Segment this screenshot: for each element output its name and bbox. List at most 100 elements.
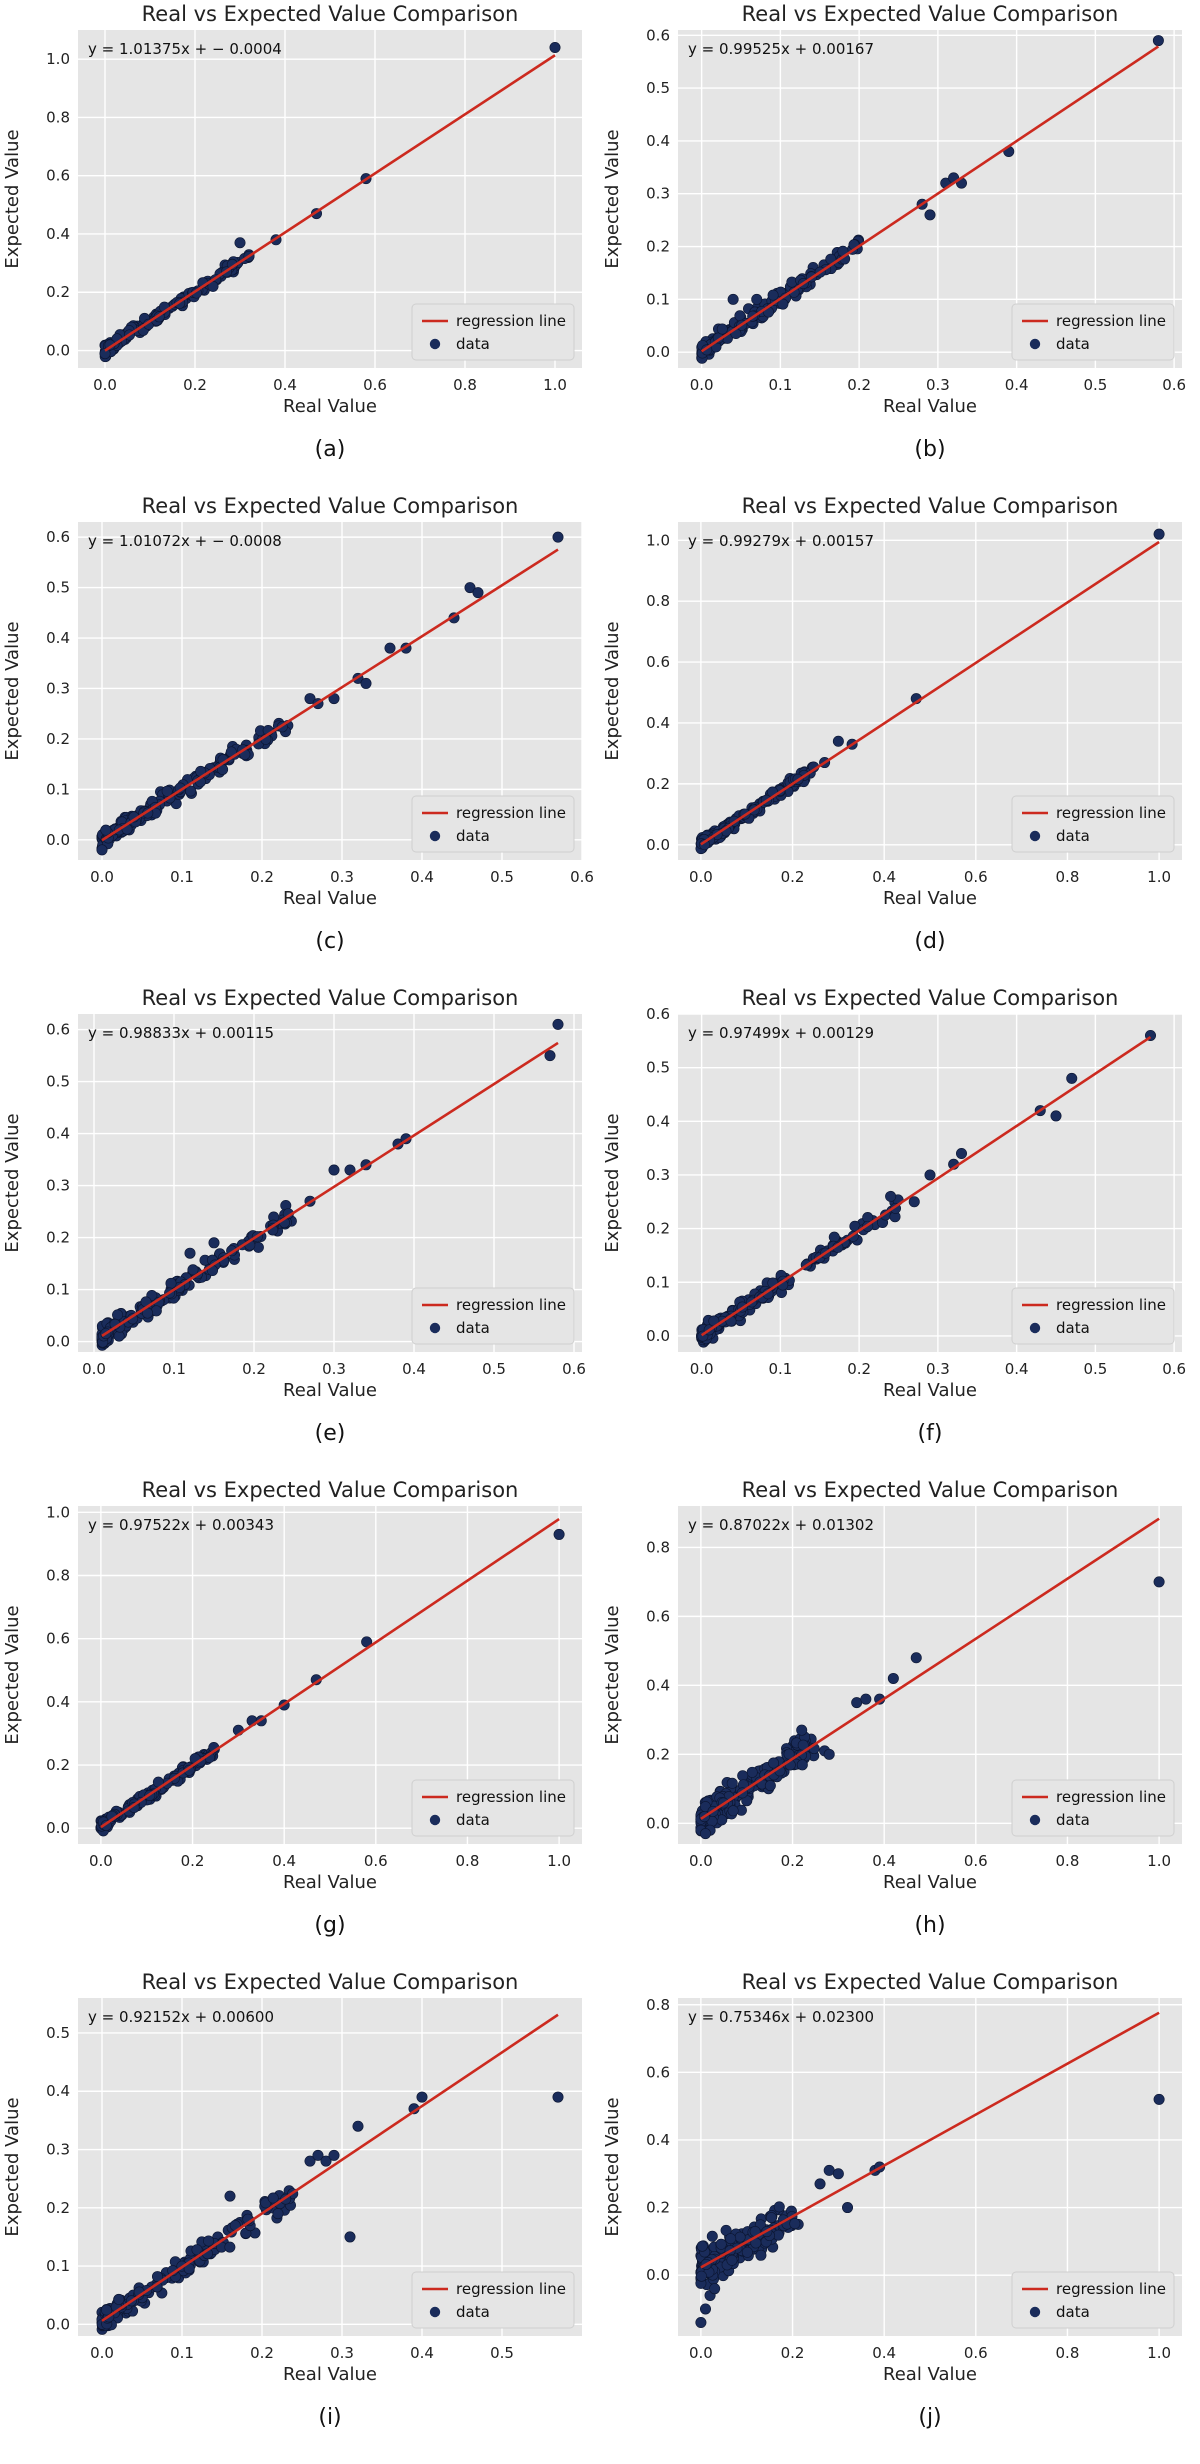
x-tick-label: 0.0 [689, 2344, 713, 2362]
legend-label-data: data [1056, 1319, 1090, 1337]
data-point [726, 2254, 738, 2266]
x-axis-label: Real Value [883, 396, 977, 417]
data-point [185, 785, 197, 797]
y-tick-label: 0.8 [646, 1538, 670, 1556]
data-point [737, 1770, 749, 1782]
x-tick-label: 0.8 [1056, 2344, 1080, 2362]
x-tick-label: 0.0 [689, 1852, 713, 1870]
y-tick-label: 0.0 [46, 1819, 70, 1837]
data-point [727, 293, 739, 305]
legend: regression line data [1011, 2271, 1175, 2329]
data-point [720, 2224, 732, 2236]
x-axis-label: Real Value [283, 396, 377, 417]
data-point [96, 844, 108, 856]
x-tick-label: 0.5 [482, 1360, 506, 1378]
data-point [773, 2201, 785, 2213]
y-tick-label: 0.4 [646, 1676, 670, 1694]
x-tick-label: 0.4 [872, 868, 896, 886]
legend-point-swatch [429, 338, 441, 350]
x-tick-label: 1.0 [1147, 2344, 1171, 2362]
y-tick-label: 0.6 [646, 2063, 670, 2081]
y-tick-label: 0.3 [646, 1166, 670, 1184]
data-point [796, 1724, 808, 1736]
y-axis-label: Expected Value [2, 621, 23, 760]
y-tick-label: 0.0 [46, 342, 70, 360]
y-tick-label: 0.0 [646, 1327, 670, 1345]
data-point [734, 2231, 746, 2243]
legend-point-swatch [1029, 2306, 1041, 2318]
x-tick-label: 0.6 [964, 1852, 988, 1870]
data-point [716, 323, 728, 335]
x-tick-label: 0.6 [562, 1360, 586, 1378]
data-point [715, 2238, 727, 2250]
y-tick-label: 0.6 [646, 1005, 670, 1023]
data-point [267, 2192, 279, 2204]
x-tick-label: 0.4 [1005, 1360, 1029, 1378]
x-tick-label: 0.0 [90, 868, 114, 886]
chart-title: Real vs Expected Value Comparison [742, 986, 1119, 1010]
subfigure-caption: (e) [315, 1421, 346, 1446]
data-point [777, 298, 789, 310]
x-tick-label: 0.2 [847, 376, 871, 394]
x-tick-label: 0.1 [768, 1360, 792, 1378]
chart-panel-f: Real vs Expected Value Comparison 0.0 0.1 0… [600, 984, 1200, 1476]
data-point [851, 1697, 863, 1709]
y-tick-label: 0.5 [46, 2024, 70, 2042]
y-tick-label: 0.3 [646, 185, 670, 203]
legend-label-line: regression line [456, 1296, 566, 1314]
regression-line [700, 1517, 1160, 1820]
subfigure-caption: (d) [914, 929, 945, 954]
y-tick-label: 0.6 [46, 1630, 70, 1648]
data-point [552, 1018, 564, 1030]
x-tick-label: 0.6 [364, 1852, 388, 1870]
y-tick-label: 0.5 [646, 1059, 670, 1077]
data-point [695, 2316, 707, 2328]
data-point [741, 2246, 753, 2258]
legend: regression line data [1011, 1779, 1175, 1837]
y-tick-label: 0.8 [646, 1996, 670, 2014]
y-tick-label: 0.6 [646, 26, 670, 44]
data-point [1153, 2093, 1165, 2105]
y-tick-label: 0.2 [46, 730, 70, 748]
regression-equation: y = 0.99279x + 0.00157 [688, 532, 874, 550]
data-point [203, 2235, 215, 2247]
x-tick-label: 0.2 [250, 868, 274, 886]
x-tick-label: 0.4 [1005, 376, 1029, 394]
data-point [908, 1196, 920, 1208]
data-point [860, 1693, 872, 1705]
y-tick-label: 0.0 [46, 831, 70, 849]
data-point [234, 237, 246, 249]
x-tick-label: 0.0 [690, 376, 714, 394]
data-point [100, 824, 112, 836]
legend-label-data: data [456, 335, 490, 353]
chart-panel-j: Real vs Expected Value Comparison 0.0 0.2 0… [600, 1968, 1200, 2460]
x-tick-label: 0.2 [183, 376, 207, 394]
chart-title: Real vs Expected Value Comparison [742, 494, 1119, 518]
data-point [832, 2168, 844, 2180]
x-tick-label: 1.0 [1147, 868, 1171, 886]
x-tick-label: 0.1 [162, 1360, 186, 1378]
y-tick-label: 1.0 [46, 50, 70, 68]
x-tick-label: 0.0 [90, 2344, 114, 2362]
regression-line [100, 1517, 560, 1829]
legend-point-swatch [429, 1322, 441, 1334]
y-tick-label: 0.2 [646, 775, 670, 793]
legend-label-line: regression line [1056, 1788, 1166, 1806]
y-tick-label: 1.0 [46, 1503, 70, 1521]
legend: regression line data [411, 303, 575, 361]
y-axis-label: Expected Value [602, 2097, 623, 2236]
chart-title: Real vs Expected Value Comparison [142, 2, 519, 26]
y-tick-label: 1.0 [646, 531, 670, 549]
regression-line [101, 1041, 559, 1337]
y-tick-label: 0.0 [646, 1814, 670, 1832]
data-point [709, 2283, 721, 2295]
x-axis-label: Real Value [883, 1380, 977, 1401]
data-point [552, 2091, 564, 2103]
subfigure-caption: (j) [918, 2405, 941, 2430]
legend-point-swatch [1029, 830, 1041, 842]
data-point [767, 289, 779, 301]
y-tick-label: 0.1 [46, 2257, 70, 2275]
y-tick-label: 0.4 [646, 714, 670, 732]
legend-point-swatch [429, 830, 441, 842]
data-point [464, 582, 476, 594]
